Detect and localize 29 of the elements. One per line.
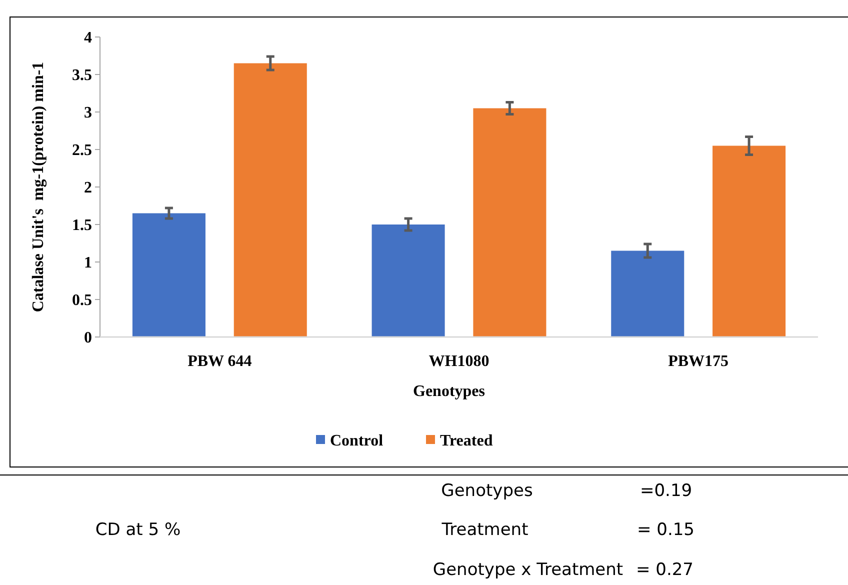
legend-label: Treated	[440, 432, 493, 450]
text: Genotypes	[441, 481, 533, 501]
text: = 0.15	[637, 520, 694, 540]
text: = 0.27	[636, 560, 694, 580]
y-tick-label: 3	[84, 104, 92, 122]
y-tick-label: 4	[84, 30, 92, 47]
y-tick-label: 3.5	[72, 67, 92, 84]
legend-label: Control	[330, 432, 384, 450]
y-tick-label: 1	[84, 254, 92, 272]
x-tick-label: WH1080	[428, 353, 490, 370]
bar	[132, 213, 206, 337]
text: Treatment	[440, 520, 529, 540]
text: CD at 5 %	[95, 520, 181, 540]
x-axis-title: Genotypes	[413, 383, 485, 400]
y-tick-label: 1.5	[72, 217, 92, 234]
y-tick-label: 2	[84, 180, 92, 197]
bar	[372, 224, 445, 337]
y-axis-title: Catalase Unit's mg-1(protein) min-1	[30, 62, 47, 312]
y-tick-label: 0	[84, 330, 92, 347]
y-tick-label: 0.5	[72, 292, 92, 310]
text: =0.19	[640, 481, 692, 501]
bar	[712, 146, 786, 337]
bar	[473, 108, 546, 337]
x-tick-label: PBW 644	[188, 353, 252, 370]
text: Genotype x Treatment	[432, 560, 624, 580]
y-tick-label: 2.5	[72, 142, 92, 160]
bar	[234, 63, 307, 337]
bar	[611, 250, 684, 337]
x-tick-label: PBW175	[668, 353, 729, 370]
